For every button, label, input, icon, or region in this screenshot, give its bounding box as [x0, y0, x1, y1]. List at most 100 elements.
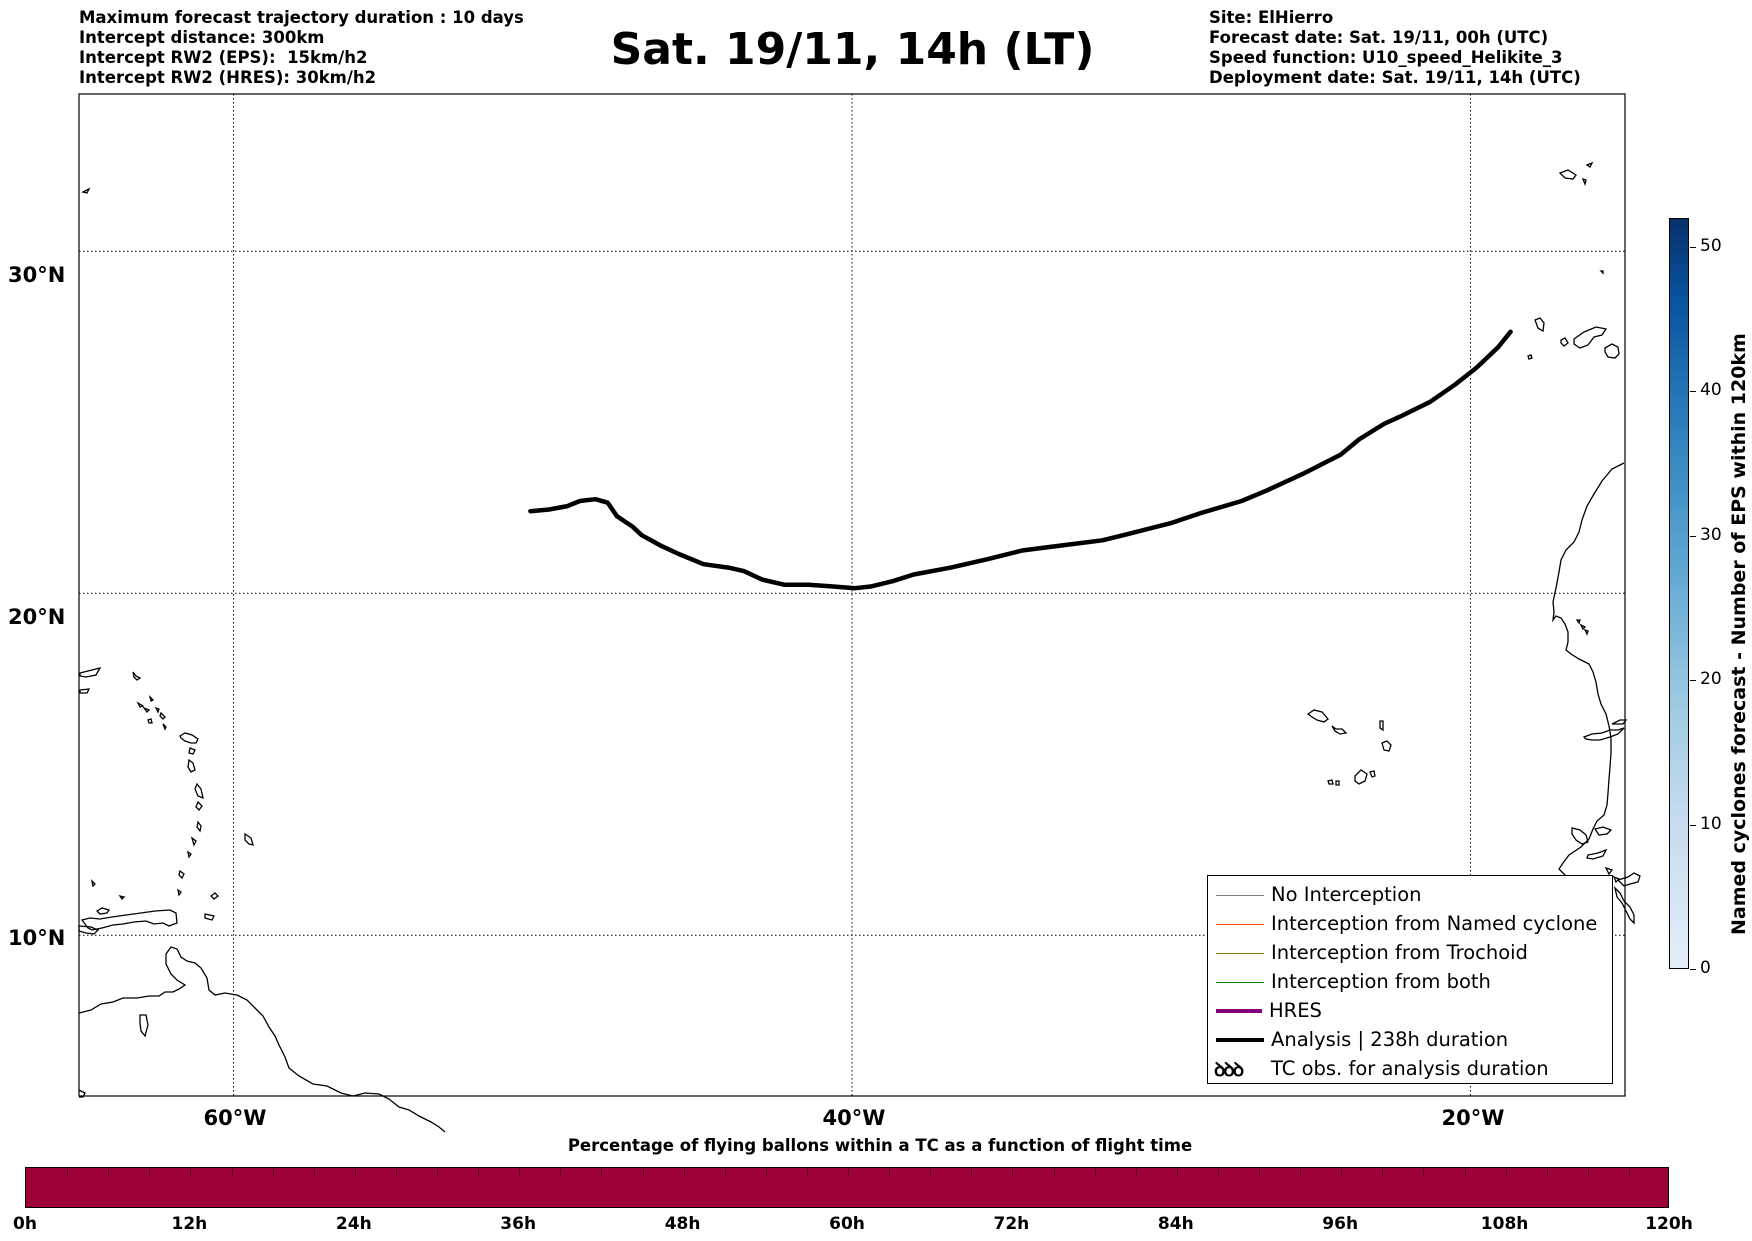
colorbar-tick-mark: [1690, 391, 1696, 393]
legend-item-hres: HRES: [1208, 997, 1612, 1026]
analysis-trajectory-line: [528, 329, 1513, 591]
legend-item-analysis: Analysis | 238h duration: [1208, 1026, 1612, 1055]
legend-line-swatch: [1216, 1038, 1264, 1042]
colorbar-segment-divider: [1300, 1168, 1302, 1175]
coastline: [1527, 354, 1533, 360]
coastline: [195, 800, 203, 811]
colorbar-segment-divider: [1341, 1168, 1343, 1175]
colorbar-segment-divider: [395, 1168, 397, 1175]
colorbar-segment-divider: [1628, 1168, 1630, 1175]
coastline: [194, 782, 204, 800]
flight-time-tick-label: 12h: [171, 1214, 208, 1234]
colorbar-tick-label: 0: [1700, 958, 1711, 978]
coastline: [210, 892, 219, 900]
colorbar-segment-divider: [1382, 1168, 1384, 1175]
coastline: [1575, 619, 1589, 636]
colorbar-segment-divider: [971, 1168, 973, 1175]
legend-item-tc-obs: ꝺꝺꝺ TC obs. for analysis duration: [1208, 1055, 1612, 1084]
colorbar-segment-divider: [1587, 1168, 1589, 1175]
colorbar-segment-divider: [1546, 1168, 1548, 1175]
legend-line-swatch: [1216, 924, 1264, 925]
lon-label-20w: 20°W: [1441, 1106, 1505, 1130]
coastline: [1582, 727, 1625, 741]
flight-time-tick-label: 0h: [13, 1214, 37, 1234]
coastline: [79, 666, 102, 678]
legend-label: TC obs. for analysis duration: [1271, 1057, 1549, 1080]
header-right-line: Speed function: U10_speed_Helikite_3: [1209, 48, 1563, 67]
header-right-info: Site: ElHierro Forecast date: Sat. 19/11…: [1209, 8, 1581, 88]
coastline: [1306, 709, 1329, 723]
colorbar-segment-divider: [149, 1168, 151, 1175]
coastline: [1586, 848, 1608, 860]
coastline: [1354, 769, 1368, 785]
coastline: [1613, 885, 1635, 925]
colorbar-segment-divider: [478, 1168, 480, 1175]
coastline: [1616, 872, 1641, 887]
tc-obs-symbol-icon: ꝺꝺꝺ: [1214, 1059, 1244, 1081]
header-right-line: Site: ElHierro: [1209, 8, 1334, 27]
coastline: [1571, 826, 1613, 845]
coastlines: [78, 161, 1641, 1133]
colorbar-segment-divider: [1259, 1168, 1260, 1175]
colorbar-segment-divider: [848, 1168, 849, 1175]
colorbar-tick-mark: [1690, 680, 1696, 682]
legend-label: Interception from Trochoid: [1271, 941, 1528, 964]
map-legend: No Interception Interception from Named …: [1207, 875, 1613, 1084]
colorbar-segment-divider: [1176, 1168, 1178, 1175]
colorbar-segment-divider: [1135, 1168, 1137, 1175]
colorbar-segment-divider: [930, 1168, 932, 1175]
header-right-line: Forecast date: Sat. 19/11, 00h (UTC): [1209, 28, 1549, 47]
eps-colorbar-title: Named cyclones forecast - Number of EPS …: [1728, 333, 1750, 935]
colorbar-segment-divider: [642, 1168, 644, 1175]
legend-label: No Interception: [1271, 883, 1422, 906]
flight-time-tick-label: 96h: [1322, 1214, 1359, 1234]
coastline: [204, 913, 215, 921]
coastline: [78, 946, 446, 1133]
coastline: [1369, 770, 1376, 778]
colorbar-segment-divider: [806, 1168, 808, 1175]
lon-label-40w: 40°W: [822, 1106, 886, 1130]
colorbar-segment-divider: [354, 1168, 356, 1175]
coastline: [188, 747, 196, 755]
colorbar-segment-divider: [683, 1168, 685, 1175]
coastline: [1379, 720, 1384, 732]
colorbar-tick-label: 20: [1700, 669, 1722, 690]
legend-label: Interception from Named cyclone: [1271, 912, 1598, 935]
colorbar-segment-divider: [313, 1168, 315, 1175]
coastline: [1604, 343, 1620, 359]
colorbar-tick-label: 30: [1700, 524, 1722, 545]
colorbar-tick-mark: [1690, 535, 1696, 537]
legend-line-swatch: [1216, 895, 1264, 896]
legend-label: Interception from both: [1271, 970, 1491, 993]
legend-item-trochoid: Interception from Trochoid: [1208, 939, 1612, 968]
map-frame: [78, 93, 1626, 1097]
coastline: [81, 187, 91, 194]
lon-label-60w: 60°W: [203, 1106, 267, 1130]
colorbar-segment-divider: [560, 1168, 562, 1175]
colorbar-tick-mark: [1690, 824, 1696, 826]
flight-time-tick-label: 108h: [1480, 1214, 1529, 1234]
legend-line-swatch: [1216, 1009, 1262, 1013]
colorbar-segment-divider: [1094, 1168, 1096, 1175]
header-right-line: Deployment date: Sat. 19/11, 14h (UTC): [1209, 68, 1581, 87]
flight-time-tick-label: 60h: [829, 1214, 865, 1234]
coastline: [139, 1014, 149, 1038]
colorbar-segment-divider: [1464, 1168, 1466, 1175]
coastline: [177, 869, 185, 897]
colorbar-tick-label: 40: [1700, 380, 1722, 401]
flight-time-tick-label: 72h: [993, 1214, 1030, 1234]
coastline: [132, 671, 142, 681]
legend-item-no-interception: No Interception: [1208, 881, 1612, 910]
coastline: [1573, 326, 1608, 349]
flight-time-colorbar-title: Percentage of flying ballons within a TC…: [567, 1136, 1193, 1155]
coastline: [154, 706, 166, 720]
colorbar-tick-mark: [1690, 969, 1696, 970]
flight-time-tick-label: 36h: [500, 1214, 537, 1234]
flight-time-tick-label: 24h: [335, 1214, 372, 1234]
legend-line-swatch: [1216, 953, 1264, 954]
colorbar-segment-divider: [1053, 1168, 1055, 1175]
flight-time-colorbar: [25, 1167, 1669, 1208]
colorbar-tick-label: 10: [1700, 813, 1722, 834]
lat-label-20n: 20°N: [8, 605, 66, 629]
